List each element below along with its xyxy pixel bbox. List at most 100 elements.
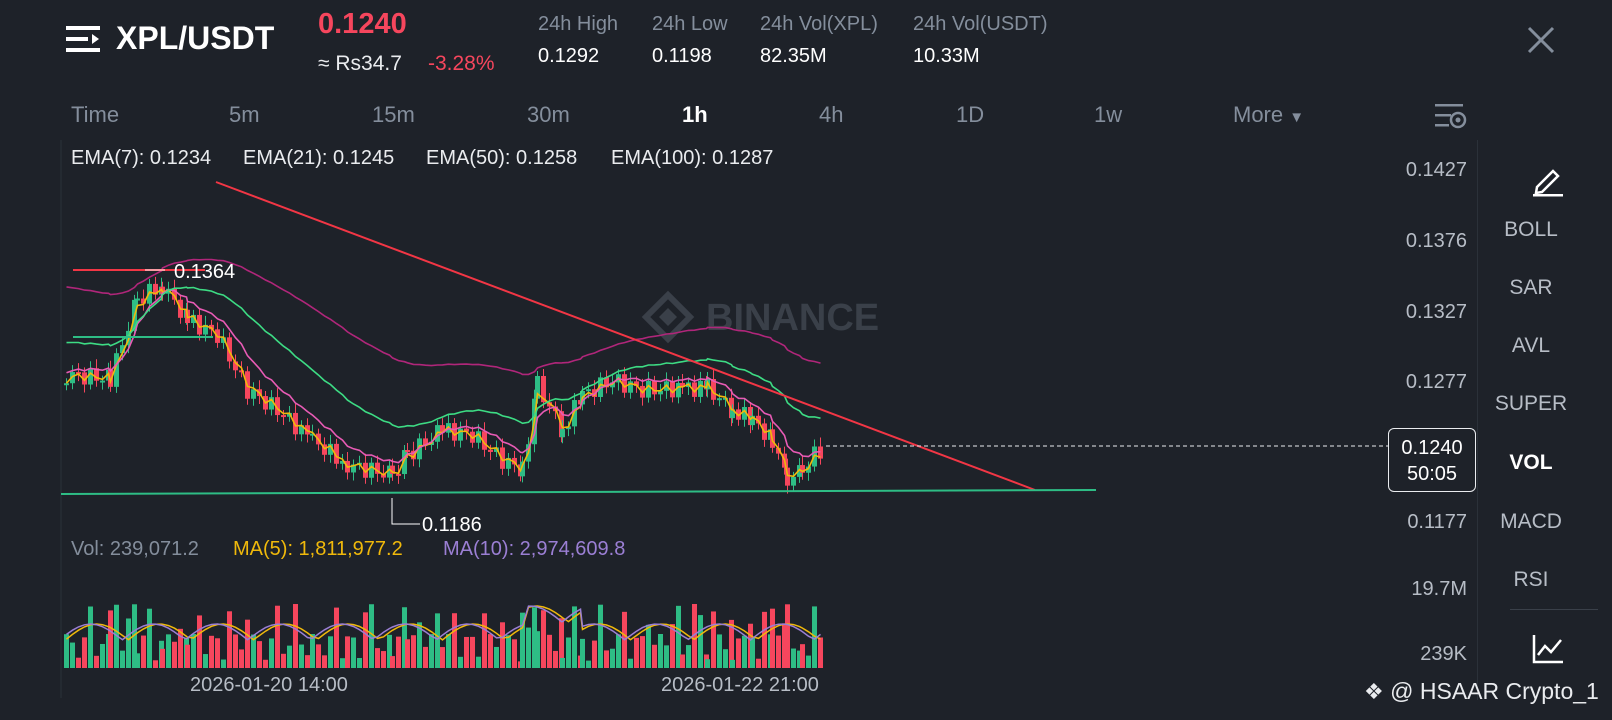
volume-bar (664, 645, 669, 668)
volume-bar (782, 623, 787, 668)
volume-bar (172, 641, 177, 668)
volume-bar (423, 646, 428, 668)
candle-body (634, 381, 639, 386)
draw-pencil-icon[interactable] (1531, 163, 1565, 197)
candle-body (239, 370, 244, 373)
user-watermark-text: @ HSAAR Crypto_1 (1390, 678, 1599, 704)
volume-bar (141, 635, 146, 668)
volume-bar (435, 613, 440, 668)
volume-bar (670, 624, 675, 668)
volume-bar (776, 635, 781, 668)
volume-bar (82, 637, 87, 668)
volume-bar (209, 635, 214, 668)
candle-body (464, 428, 469, 432)
candle-body (628, 381, 633, 393)
candle-body (797, 465, 802, 477)
menu-icon[interactable] (66, 24, 100, 54)
candle-body (566, 426, 571, 430)
volume-bar (334, 607, 339, 668)
tab-1d[interactable]: 1D (956, 102, 985, 127)
volume-bar (369, 604, 374, 668)
candle-body (363, 462, 368, 478)
volume-bar (215, 638, 220, 668)
candle-body (785, 467, 790, 486)
volume-bar (287, 645, 292, 668)
candle-body (120, 345, 125, 354)
price-axis-tick: 0.1277 (1405, 371, 1467, 393)
tab-5m[interactable]: 5m (229, 102, 260, 127)
candle-body (387, 465, 392, 478)
stat-vol-quote-value: 10.33M (913, 45, 980, 67)
volume-bar (375, 648, 380, 668)
ema7-line (65, 288, 821, 478)
volume-bar (812, 606, 817, 668)
volume-bar (345, 636, 350, 668)
candle-body (717, 398, 722, 401)
indicator-sar[interactable]: SAR (1509, 276, 1553, 299)
indicator-rsi[interactable]: RSI (1513, 568, 1549, 591)
candlestick-chart[interactable]: BINANCE 0.1364 0.1186 (0, 0, 1480, 720)
candle-body (586, 389, 591, 392)
volume-bar (64, 634, 69, 668)
tab-30m[interactable]: 30m (527, 102, 570, 127)
volume-bar (328, 636, 333, 668)
candle-body (818, 446, 823, 459)
stat-24h-high-label: 24h High (538, 13, 619, 35)
volume-bar (652, 644, 657, 668)
candle-body (293, 412, 298, 435)
volume-bar (108, 610, 113, 668)
volume-bar (203, 654, 208, 668)
indicator-avl[interactable]: AVL (1511, 334, 1551, 357)
volume-bar (723, 649, 728, 668)
tab-1h[interactable]: 1h (682, 102, 708, 127)
user-watermark: ❖ @ HSAAR Crypto_1 (1364, 678, 1599, 705)
volume-bar (239, 649, 244, 668)
volume-ma10: MA(10): 2,974,609.8 (443, 538, 626, 560)
tab-time[interactable]: Time (71, 102, 120, 127)
volume-bar (227, 611, 232, 668)
indicator-super[interactable]: SUPER (1494, 392, 1568, 415)
candle-body (227, 337, 232, 362)
pair-title[interactable]: XPL/USDT (116, 20, 275, 56)
indicator-chart-icon[interactable] (1531, 633, 1565, 665)
indicator-vol[interactable]: VOL (1509, 451, 1553, 474)
ema-layer (65, 258, 821, 478)
close-icon[interactable] (1525, 24, 1557, 56)
caret-down-icon: ▼ (1289, 109, 1305, 126)
volume-bar (494, 646, 499, 668)
volume-axis-bottom: 239K (1420, 643, 1467, 665)
tab-4h[interactable]: 4h (819, 102, 844, 127)
candle-body (476, 431, 481, 443)
volume-bar (100, 643, 105, 668)
volume-bar (586, 660, 591, 668)
volume-bar (616, 634, 621, 668)
support-line (60, 489, 1097, 495)
volume-bar (132, 604, 137, 668)
candle-body (572, 400, 577, 427)
volume-bar (340, 658, 345, 668)
volume-bar (135, 653, 140, 668)
candle-body (135, 298, 140, 301)
candle-body (203, 324, 208, 335)
volume-bar (299, 644, 304, 668)
volume-bar (316, 644, 321, 668)
volume-bar (628, 658, 633, 668)
volume-bar (806, 655, 811, 668)
volume-bar (269, 638, 274, 668)
volume-bar (482, 613, 487, 668)
candle-body (153, 283, 158, 295)
volume-bar (572, 606, 577, 668)
candle-body (658, 390, 663, 395)
last-price: 0.1240 (318, 8, 407, 40)
candle-body (676, 382, 681, 398)
indicator-boll[interactable]: BOLL (1504, 218, 1558, 241)
volume-bar (458, 656, 463, 668)
tab-more[interactable]: More ▼ (1233, 102, 1304, 128)
candle-body (756, 415, 761, 424)
ema21-label: EMA(21): 0.1245 (243, 147, 395, 169)
tab-1w[interactable]: 1w (1094, 102, 1123, 127)
chart-settings-icon[interactable] (1433, 100, 1467, 132)
indicator-macd[interactable]: MACD (1500, 510, 1562, 533)
candle-body (452, 423, 457, 441)
tab-15m[interactable]: 15m (372, 102, 415, 127)
